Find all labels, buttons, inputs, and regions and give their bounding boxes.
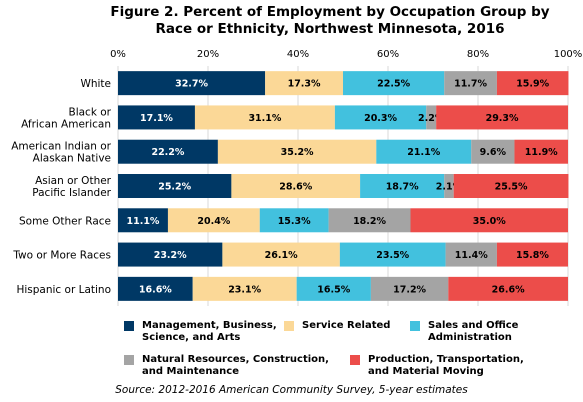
category-label: American Indian or Alaskan Native <box>11 141 111 165</box>
bar-segment <box>334 105 427 130</box>
category-label: White <box>80 78 111 90</box>
bar-segment <box>118 276 193 301</box>
data-label: 22.2% <box>151 147 184 158</box>
bar-segment <box>436 105 568 130</box>
x-tick-label: 20% <box>197 49 219 60</box>
data-label: 15.3% <box>278 216 311 227</box>
data-label: 11.1% <box>126 216 159 227</box>
data-label: 22.5% <box>377 79 410 90</box>
data-label: 26.1% <box>265 250 298 261</box>
bar-segment <box>265 71 343 96</box>
category-label-line: Pacific Islander <box>32 187 111 199</box>
category-label: Some Other Race <box>19 215 111 227</box>
data-label: 2.2% <box>418 113 445 124</box>
data-label: 16.6% <box>139 284 172 295</box>
bar-segment <box>448 276 568 301</box>
category-label: Black or African American <box>21 106 112 130</box>
bar-segment <box>444 71 497 96</box>
bar-segment <box>453 174 569 198</box>
bar-segment <box>328 208 411 233</box>
bar-segment <box>118 242 223 267</box>
category-label-line: Alaskan Native <box>33 153 111 165</box>
category-label: Two or More Races <box>12 250 111 262</box>
chart-title: Figure 2. Percent of Employment by Occup… <box>110 4 550 37</box>
bar-segment <box>339 242 446 267</box>
category-label-line: Asian or Other <box>35 175 112 187</box>
data-label: 26.6% <box>492 284 525 295</box>
data-label: 23.1% <box>228 284 261 295</box>
data-label: 18.2% <box>353 216 386 227</box>
data-label: 21.1% <box>407 147 440 158</box>
bar-segment <box>496 242 568 267</box>
data-label: 25.2% <box>158 182 191 193</box>
data-label: 15.9% <box>516 79 549 90</box>
category-label-line: Hispanic or Latino <box>16 284 111 296</box>
data-label: 31.1% <box>248 113 281 124</box>
category-label-line: Black or <box>69 106 112 118</box>
bar-segment <box>410 208 568 233</box>
bar-segment <box>444 174 454 198</box>
bar-segment <box>514 139 568 164</box>
data-label: 20.4% <box>197 216 230 227</box>
data-label: 9.6% <box>480 147 507 158</box>
data-label: 29.3% <box>486 113 519 124</box>
bar-segment <box>360 174 445 198</box>
data-label: 23.2% <box>154 250 187 261</box>
bar-segment <box>471 139 515 164</box>
x-tick-label: 40% <box>287 49 309 60</box>
data-label: 32.7% <box>175 79 208 90</box>
bar-segment <box>192 276 297 301</box>
bar-segment <box>445 242 497 267</box>
bar-segment <box>118 208 168 233</box>
category-label: Asian or Other Pacific Islander <box>32 175 111 199</box>
category-label-line: Some Other Race <box>19 215 111 227</box>
x-tick-label: 60% <box>377 49 399 60</box>
category-label-line: American Indian or <box>11 141 111 153</box>
bar-segment <box>118 174 232 198</box>
bar-segment <box>296 276 371 301</box>
data-label: 11.4% <box>455 250 488 261</box>
x-tick-label: 0% <box>110 49 126 60</box>
bar-segment <box>118 105 195 130</box>
x-tick-label: 80% <box>467 49 489 60</box>
bar-segment <box>231 174 361 198</box>
category-label-line: Two or More Races <box>12 250 111 262</box>
bar-segment <box>343 71 445 96</box>
source-note: Source: 2012-2016 American Community Sur… <box>115 384 468 396</box>
data-label: 11.7% <box>454 79 487 90</box>
bar-segment <box>167 208 260 233</box>
bar-segment <box>376 139 472 164</box>
bar-segment <box>194 105 335 130</box>
data-label: 15.8% <box>516 250 549 261</box>
data-label: 35.2% <box>281 147 314 158</box>
bar-segment <box>118 71 266 96</box>
bar-segment <box>217 139 377 164</box>
data-label: 16.5% <box>317 284 350 295</box>
bar-segment <box>370 276 449 301</box>
data-label: 11.9% <box>525 147 558 158</box>
data-label: 18.7% <box>386 182 419 193</box>
bar-segment <box>118 139 218 164</box>
data-label: 17.3% <box>288 79 321 90</box>
bar-segment <box>222 242 340 267</box>
x-tick-label: 100% <box>554 49 583 60</box>
category-label: Hispanic or Latino <box>16 284 111 296</box>
data-label: 25.5% <box>495 182 528 193</box>
bar-segment <box>496 71 569 96</box>
data-label: 17.1% <box>140 113 173 124</box>
data-label: 17.2% <box>393 284 426 295</box>
data-label: 28.6% <box>279 182 312 193</box>
data-label: 2.1% <box>436 182 463 193</box>
category-label-line: African American <box>21 118 111 130</box>
data-label: 23.5% <box>376 250 409 261</box>
category-label-line: White <box>80 78 111 90</box>
bar-segment <box>259 208 329 233</box>
data-label: 20.3% <box>364 113 397 124</box>
bar-segment <box>426 105 437 130</box>
data-label: 35.0% <box>473 216 506 227</box>
